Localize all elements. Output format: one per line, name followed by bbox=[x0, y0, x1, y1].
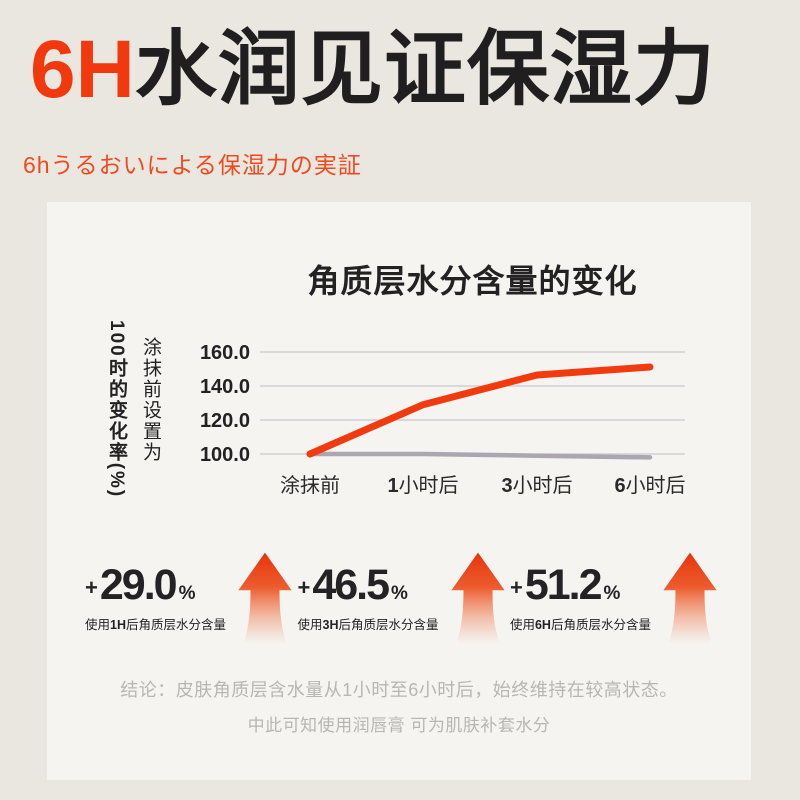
stat-6h-label: 使用6H后角质层水分含量 bbox=[510, 614, 651, 633]
stat-1h-label: 使用1H后角质层水分含量 bbox=[85, 614, 226, 633]
stat-1h-text: + 29.0 % 使用1H后角质层水分含量 bbox=[85, 564, 226, 633]
page-title-accent: 6H bbox=[30, 24, 135, 115]
stat-6h-number: + 51.2 % bbox=[510, 564, 651, 607]
plus-sign: + bbox=[509, 575, 523, 600]
up-arrow-icon bbox=[238, 552, 292, 644]
stat-6h: + 51.2 % 使用6H后角质层水分含量 bbox=[510, 550, 719, 646]
stat-label-part: 后角质层水分含量 bbox=[550, 618, 651, 632]
svg-text:6小时后: 6小时后 bbox=[614, 474, 685, 497]
stat-1h: + 29.0 % 使用1H后角质层水分含量 bbox=[85, 550, 294, 646]
svg-text:120.0: 120.0 bbox=[200, 410, 250, 432]
y-axis-label-col1: 涂抹前设置为 bbox=[140, 337, 161, 463]
stat-label-part: 使用 bbox=[509, 618, 535, 632]
up-arrow-icon bbox=[450, 552, 505, 644]
page-subtitle: 6hうるおいによる保湿力の実証 bbox=[23, 152, 362, 178]
stat-6h-value: 51.2 bbox=[524, 561, 603, 609]
percent-sign: % bbox=[178, 583, 196, 604]
page-title: 6H水润见证保湿力 bbox=[30, 24, 716, 116]
svg-text:100.0: 100.0 bbox=[200, 444, 250, 466]
stat-3h-number: + 46.5 % bbox=[297, 564, 438, 607]
conclusion-line1: 结论：皮肤角质层含水量从1小时至6小时后，始终维持在较高状态。 bbox=[120, 680, 678, 700]
svg-text:1小时后: 1小时后 bbox=[387, 474, 458, 497]
stat-1h-number: + 29.0 % bbox=[85, 564, 226, 607]
stat-3h-label: 使用3H后角质层水分含量 bbox=[297, 614, 438, 633]
y-axis-label-col2: 100时的变化率(%) bbox=[106, 320, 127, 499]
stat-label-part: 3H bbox=[322, 618, 339, 632]
stat-label-part: 使用 bbox=[85, 618, 111, 632]
plus-sign: + bbox=[85, 575, 98, 600]
stat-label-part: 后角质层水分含量 bbox=[338, 618, 439, 632]
stat-3h-text: + 46.5 % 使用3H后角质层水分含量 bbox=[297, 564, 438, 633]
stat-6h-text: + 51.2 % 使用6H后角质层水分含量 bbox=[510, 564, 651, 633]
page-title-rest: 水润见证保湿力 bbox=[134, 24, 716, 115]
stat-1h-value: 29.0 bbox=[99, 561, 178, 609]
svg-text:3小时后: 3小时后 bbox=[501, 474, 572, 497]
stat-label-part: 使用 bbox=[297, 618, 323, 632]
plus-sign: + bbox=[297, 575, 311, 600]
chart-panel: 角质层水分含量的变化 涂抹前设置为 100时的变化率(%) 160.0 140.0… bbox=[47, 202, 751, 780]
percent-sign: % bbox=[391, 583, 408, 604]
conclusion: 结论：皮肤角质层含水量从1小时至6小时后，始终维持在较高状态。 中此可知使用润唇… bbox=[47, 676, 751, 736]
stat-3h-value: 46.5 bbox=[312, 561, 390, 609]
stats-row: + 29.0 % 使用1H后角质层水分含量 + 46.5 % 使用3H后角质层水… bbox=[85, 550, 719, 646]
chart-title: 角质层水分含量的变化 bbox=[307, 263, 638, 299]
svg-text:涂抹前: 涂抹前 bbox=[280, 474, 340, 497]
stat-label-part: 6H bbox=[534, 618, 551, 632]
y-axis-label: 涂抹前设置为 100时的变化率(%) bbox=[103, 320, 164, 530]
svg-text:160.0: 160.0 bbox=[200, 342, 250, 364]
stat-label-part: 1H bbox=[110, 618, 126, 632]
up-arrow-icon bbox=[663, 552, 717, 644]
percent-sign: % bbox=[603, 583, 621, 604]
stat-label-part: 后角质层水分含量 bbox=[126, 618, 227, 632]
conclusion-line2: 中此可知使用润唇膏 可为肌肤补套水分 bbox=[247, 716, 551, 735]
line-chart: 160.0 140.0 120.0 100.0 涂抹前 1小时后 3小时后 6小时后 bbox=[200, 342, 686, 497]
stat-3h: + 46.5 % 使用3H后角质层水分含量 bbox=[297, 550, 506, 646]
svg-text:140.0: 140.0 bbox=[200, 376, 250, 398]
